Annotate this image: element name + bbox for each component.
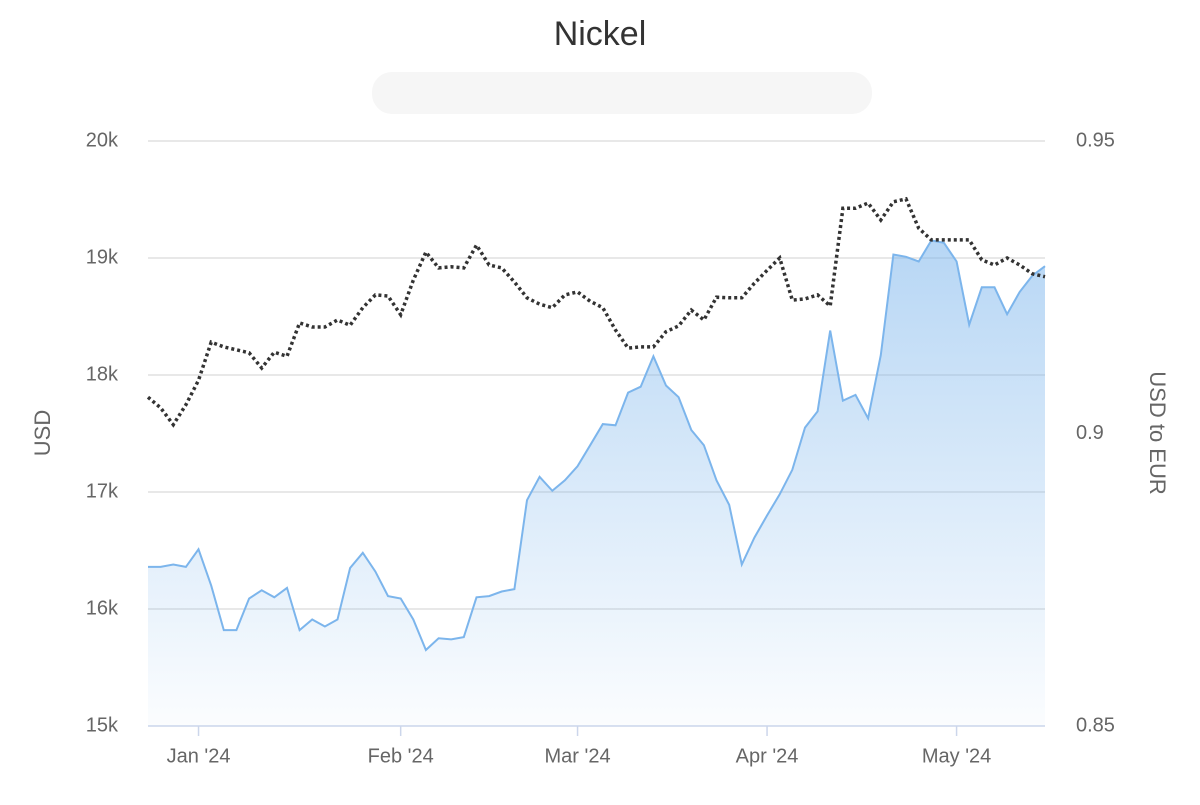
y-tick-label: 19k bbox=[86, 246, 119, 268]
blurred-subtitle bbox=[372, 72, 872, 114]
y-tick-label: 17k bbox=[86, 480, 119, 502]
area-line bbox=[148, 239, 1046, 652]
x-tick-label: Mar '24 bbox=[545, 745, 611, 767]
x-tick-label: Apr '24 bbox=[736, 745, 799, 767]
dotted-line bbox=[146, 196, 1046, 428]
y2-tick-label: 0.95 bbox=[1076, 129, 1115, 151]
y2-tick-label: 0.9 bbox=[1076, 422, 1104, 444]
y-tick-label: 15k bbox=[86, 714, 119, 736]
y2-tick-label: 0.85 bbox=[1076, 714, 1115, 736]
y2-axis-title: USD to EUR bbox=[1145, 371, 1170, 494]
y-tick-label: 16k bbox=[86, 597, 119, 619]
x-tick-label: Jan '24 bbox=[167, 745, 231, 767]
y-tick-label: 18k bbox=[86, 363, 119, 385]
x-tick-label: May '24 bbox=[922, 745, 991, 767]
y-tick-label: 20k bbox=[86, 129, 119, 151]
x-tick-label: Feb '24 bbox=[368, 745, 434, 767]
area-fill bbox=[148, 240, 1045, 726]
y-axis-title: USD bbox=[30, 410, 55, 456]
chart-title: Nickel bbox=[554, 15, 647, 53]
